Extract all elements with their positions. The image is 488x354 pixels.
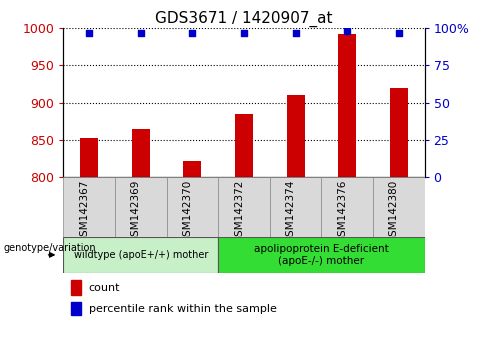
Text: GSM142370: GSM142370: [183, 180, 192, 243]
Text: percentile rank within the sample: percentile rank within the sample: [89, 304, 277, 314]
Bar: [71, 280, 81, 295]
Bar: [338, 34, 356, 177]
Bar: [63, 237, 218, 273]
Bar: [132, 129, 150, 177]
Text: wildtype (apoE+/+) mother: wildtype (apoE+/+) mother: [74, 250, 208, 260]
Bar: [218, 177, 270, 237]
Bar: [80, 138, 98, 177]
Text: count: count: [89, 283, 120, 293]
Bar: [218, 237, 425, 273]
Bar: [166, 177, 218, 237]
Text: apolipoprotein E-deficient
(apoE-/-) mother: apolipoprotein E-deficient (apoE-/-) mot…: [254, 244, 389, 266]
Title: GDS3671 / 1420907_at: GDS3671 / 1420907_at: [155, 11, 333, 27]
Point: [137, 30, 145, 36]
Text: GSM142367: GSM142367: [79, 180, 89, 244]
Text: GSM142372: GSM142372: [234, 180, 244, 244]
Bar: [390, 88, 408, 177]
Point: [85, 30, 93, 36]
Text: GSM142374: GSM142374: [285, 180, 296, 244]
Point: [395, 30, 403, 36]
Bar: [183, 161, 202, 177]
Text: GSM142369: GSM142369: [131, 180, 141, 244]
Point: [292, 30, 300, 36]
Point: [343, 28, 351, 34]
Point: [240, 30, 248, 36]
Bar: [286, 95, 305, 177]
Bar: [270, 177, 322, 237]
Bar: [322, 177, 373, 237]
Bar: [63, 177, 115, 237]
Bar: [115, 177, 166, 237]
Text: GSM142376: GSM142376: [337, 180, 347, 244]
Point: [188, 30, 196, 36]
Text: GSM142380: GSM142380: [389, 180, 399, 243]
Bar: [373, 177, 425, 237]
Text: genotype/variation: genotype/variation: [3, 243, 96, 253]
Bar: [235, 114, 253, 177]
Bar: [71, 302, 81, 315]
